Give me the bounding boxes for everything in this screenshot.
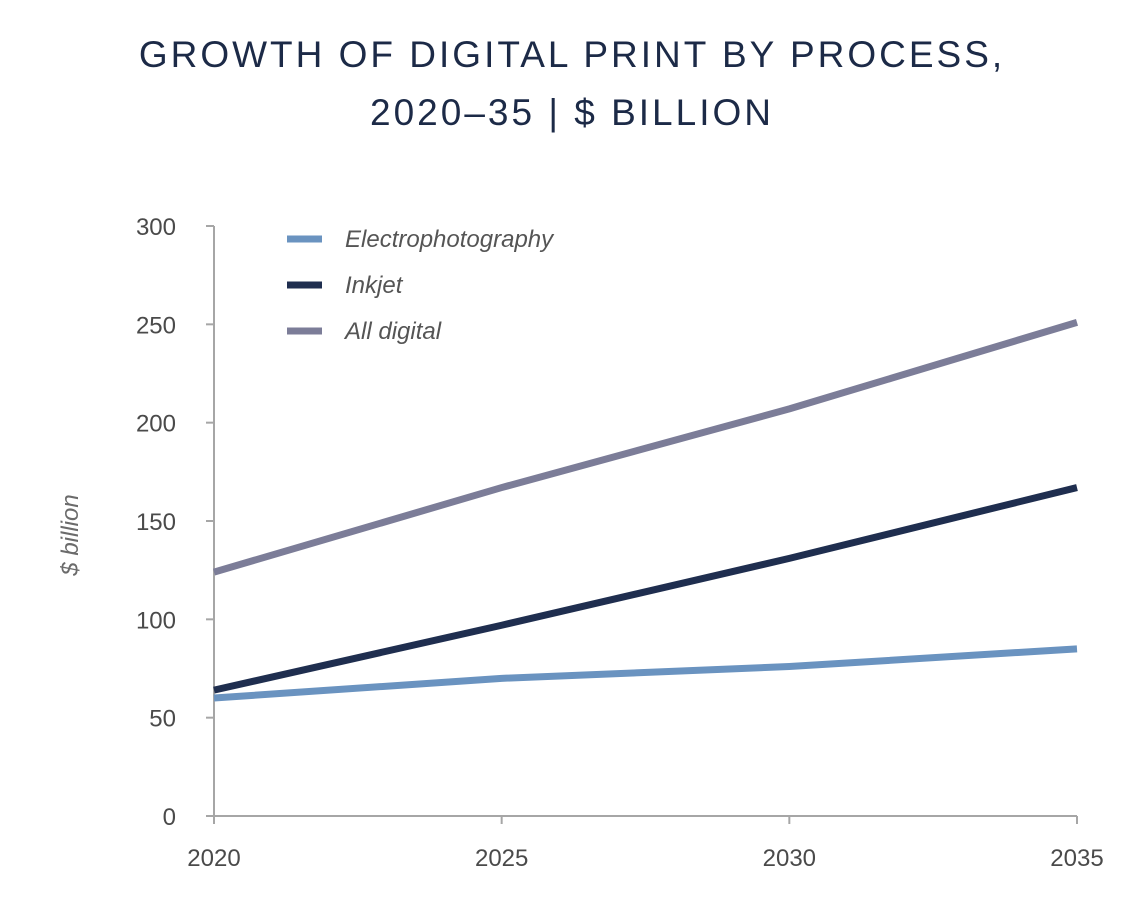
y-tick-label: 200: [136, 411, 176, 438]
x-tick-label: 2025: [475, 845, 528, 872]
y-tick-label: 100: [136, 607, 176, 634]
legend-label-inkjet: Inkjet: [345, 272, 404, 299]
chart-series: [213, 319, 1079, 702]
chart-title-line-1: GROWTH OF DIGITAL PRINT BY PROCESS,: [138, 34, 1006, 75]
series-line-all-digital: [213, 319, 1079, 576]
y-tick-label: 0: [163, 804, 176, 831]
y-tick-label: 250: [136, 312, 176, 339]
chart-axes: 0 50 100 150 200 250 300 2020 2025 2030 2035: [136, 214, 1104, 872]
legend-label-all-digital: All digital: [343, 318, 442, 345]
y-axis-label: $ billion: [57, 494, 84, 576]
x-tick-label: 2020: [187, 845, 240, 872]
y-tick-label: 300: [136, 214, 176, 241]
x-tick-label: 2030: [763, 845, 816, 872]
x-tick-label: 2035: [1050, 845, 1103, 872]
chart-legend: Electrophotography Inkjet All digital: [287, 226, 555, 345]
series-line-electrophotography: [213, 645, 1078, 702]
y-tick-label: 150: [136, 509, 176, 536]
y-tick-label: 50: [149, 706, 176, 733]
series-line-inkjet: [213, 484, 1078, 694]
chart-title-line-2: 2020–35 | $ BILLION: [370, 92, 774, 133]
chart-title: GROWTH OF DIGITAL PRINT BY PROCESS, 2020…: [0, 26, 1144, 142]
legend-label-electrophotography: Electrophotography: [345, 226, 555, 253]
